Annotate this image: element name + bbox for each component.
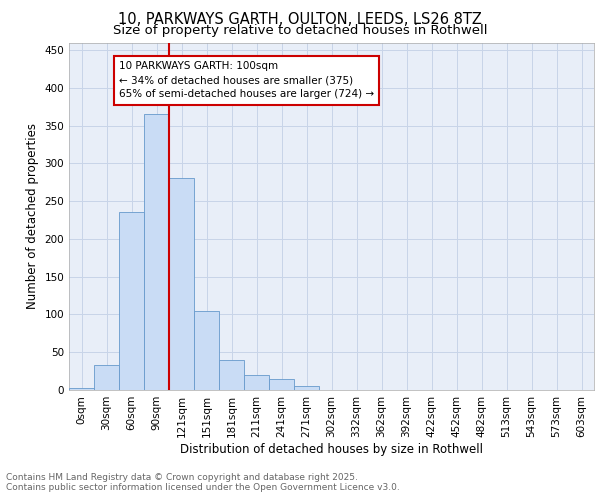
Bar	[94, 365, 119, 390]
X-axis label: Distribution of detached houses by size in Rothwell: Distribution of detached houses by size …	[180, 442, 483, 456]
Text: Size of property relative to detached houses in Rothwell: Size of property relative to detached ho…	[113, 24, 487, 37]
Bar	[69, 388, 94, 390]
Text: 10, PARKWAYS GARTH, OULTON, LEEDS, LS26 8TZ: 10, PARKWAYS GARTH, OULTON, LEEDS, LS26 …	[118, 12, 482, 28]
Text: Contains HM Land Registry data © Crown copyright and database right 2025.: Contains HM Land Registry data © Crown c…	[6, 472, 358, 482]
Bar	[119, 212, 144, 390]
Bar	[294, 386, 319, 390]
Bar	[269, 378, 294, 390]
Bar	[144, 114, 169, 390]
Text: Contains public sector information licensed under the Open Government Licence v3: Contains public sector information licen…	[6, 482, 400, 492]
Y-axis label: Number of detached properties: Number of detached properties	[26, 123, 39, 309]
Bar	[244, 375, 269, 390]
Bar	[219, 360, 244, 390]
Text: 10 PARKWAYS GARTH: 100sqm
← 34% of detached houses are smaller (375)
65% of semi: 10 PARKWAYS GARTH: 100sqm ← 34% of detac…	[119, 62, 374, 100]
Bar	[169, 178, 194, 390]
Bar	[194, 310, 219, 390]
